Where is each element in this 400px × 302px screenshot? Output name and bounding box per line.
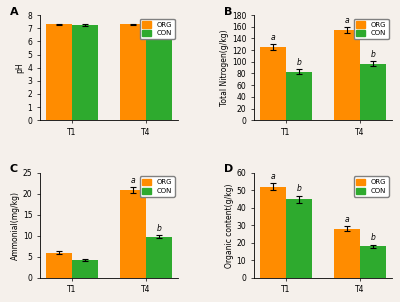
Bar	[146, 25, 172, 120]
Bar	[72, 25, 98, 120]
Bar	[286, 72, 312, 120]
Text: b: b	[296, 58, 302, 67]
Legend: ORG, CON: ORG, CON	[354, 176, 388, 197]
Text: b: b	[156, 224, 161, 233]
Bar	[72, 260, 98, 278]
Text: a: a	[345, 16, 349, 25]
Legend: ORG, CON: ORG, CON	[140, 18, 174, 39]
Text: a: a	[345, 215, 349, 224]
Text: D: D	[224, 164, 233, 174]
Bar	[260, 187, 286, 278]
Text: b: b	[370, 233, 375, 243]
Bar	[360, 63, 386, 120]
Text: a: a	[271, 33, 276, 42]
Bar	[334, 229, 360, 278]
Text: C: C	[10, 164, 18, 174]
Bar	[120, 190, 146, 278]
Bar	[46, 24, 72, 120]
Bar	[260, 47, 286, 120]
Bar	[120, 24, 146, 120]
Y-axis label: Ammonial(mg/kg): Ammonial(mg/kg)	[11, 191, 20, 260]
Text: b: b	[296, 185, 302, 193]
Legend: ORG, CON: ORG, CON	[140, 176, 174, 197]
Bar	[360, 246, 386, 278]
Legend: ORG, CON: ORG, CON	[354, 18, 388, 39]
Text: a: a	[131, 175, 135, 185]
Text: b: b	[370, 50, 375, 59]
Bar	[286, 199, 312, 278]
Text: a: a	[271, 172, 276, 181]
Y-axis label: Total Nitrogen(g/kg): Total Nitrogen(g/kg)	[220, 29, 229, 106]
Bar	[146, 237, 172, 278]
Bar	[46, 252, 72, 278]
Text: A: A	[10, 7, 18, 17]
Y-axis label: Organic content(g/kg): Organic content(g/kg)	[225, 183, 234, 268]
Text: B: B	[224, 7, 232, 17]
Bar	[334, 30, 360, 120]
Y-axis label: pH: pH	[16, 62, 25, 73]
